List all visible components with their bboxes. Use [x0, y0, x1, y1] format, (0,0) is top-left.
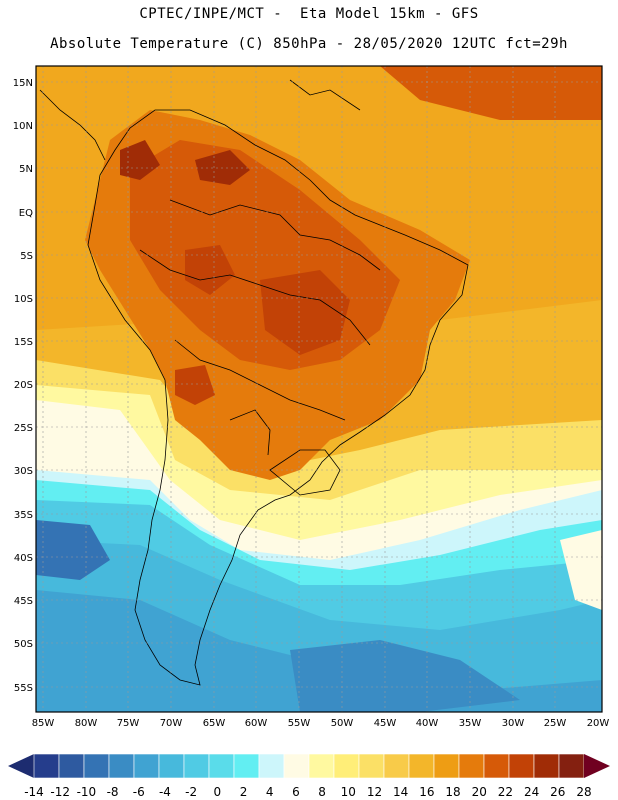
lon-label: 75W [117, 718, 140, 729]
colorbar-swatch [458, 753, 485, 779]
lat-label: 10S [14, 294, 33, 305]
latitude-labels: 15N 10N 5N EQ 5S 10S 15S 20S 25S 30S 35S… [13, 78, 33, 694]
map-title: CPTEC/INPE/MCT - Eta Model 15km - GFS [139, 6, 479, 22]
lon-label: 60W [245, 718, 268, 729]
lon-label: 70W [160, 718, 183, 729]
lat-label: 30S [14, 466, 33, 477]
lon-label: 50W [331, 718, 354, 729]
colorbar-label: -6 [133, 785, 145, 799]
colorbar-swatch [308, 753, 335, 779]
colorbar-label: 20 [472, 785, 487, 799]
colorbar-swatch [508, 753, 535, 779]
lon-label: 25W [544, 718, 567, 729]
lon-label: 35W [459, 718, 482, 729]
colorbar-high-arrow [584, 754, 610, 778]
colorbar-swatch [33, 753, 60, 779]
colorbar: -14 -12 -10 -8 -6 -4 -2 0 2 4 6 8 10 12 14 16 18 20 22 24 26… [8, 753, 610, 799]
map-subtitle: Absolute Temperature (C) 850hPa - 28/05/… [50, 36, 568, 52]
colorbar-label: 18 [445, 785, 460, 799]
lat-label: 15S [14, 337, 33, 348]
colorbar-label: -12 [50, 785, 70, 799]
lat-label: 5S [20, 251, 33, 262]
colorbar-swatch [483, 753, 510, 779]
lon-label: 55W [288, 718, 311, 729]
lon-label: 85W [32, 718, 55, 729]
colorbar-label: 28 [576, 785, 591, 799]
colorbar-swatch [533, 753, 560, 779]
colorbar-swatch [383, 753, 410, 779]
colorbar-label: -10 [77, 785, 97, 799]
colorbar-label: 0 [214, 785, 222, 799]
colorbar-label: 8 [318, 785, 326, 799]
colorbar-swatch [183, 753, 210, 779]
map-border [35, 65, 603, 713]
coastlines [39, 79, 469, 686]
temperature-field [36, 66, 602, 712]
colorbar-label: -4 [159, 785, 171, 799]
colorbar-label: 24 [524, 785, 539, 799]
colorbar-label: 22 [498, 785, 513, 799]
lat-label: 25S [14, 423, 33, 434]
lon-label: 80W [75, 718, 98, 729]
colorbar-swatch [83, 753, 110, 779]
lat-label: EQ [19, 208, 33, 219]
lon-label: 40W [416, 718, 439, 729]
colorbar-swatch [333, 753, 360, 779]
colorbar-swatch [108, 753, 135, 779]
graticule [36, 66, 602, 712]
colorbar-swatch [158, 753, 185, 779]
colorbar-low-arrow [8, 754, 34, 778]
longitude-labels: 85W 80W 75W 70W 65W 60W 55W 50W 45W 40W … [32, 718, 610, 729]
lat-label: 35S [14, 510, 33, 521]
colorbar-label: 6 [292, 785, 300, 799]
colorbar-swatch [358, 753, 385, 779]
lat-label: 10N [13, 121, 33, 132]
colorbar-label: 14 [393, 785, 408, 799]
lat-label: 50S [14, 639, 33, 650]
lat-label: 5N [19, 164, 33, 175]
colorbar-swatch [283, 753, 310, 779]
lat-label: 15N [13, 78, 33, 89]
colorbar-label: 16 [419, 785, 434, 799]
colorbar-label: 4 [266, 785, 274, 799]
lat-label: 40S [14, 553, 33, 564]
lon-label: 65W [203, 718, 226, 729]
colorbar-swatch [558, 753, 585, 779]
colorbar-swatch [233, 753, 260, 779]
lat-label: 45S [14, 596, 33, 607]
colorbar-swatch [433, 753, 460, 779]
colorbar-label: 10 [341, 785, 356, 799]
lon-label: 20W [587, 718, 610, 729]
colorbar-swatch [258, 753, 285, 779]
colorbar-label: 2 [240, 785, 248, 799]
lon-label: 45W [374, 718, 397, 729]
colorbar-label: 12 [367, 785, 382, 799]
lat-label: 20S [14, 380, 33, 391]
lon-label: 30W [502, 718, 525, 729]
colorbar-label: -2 [185, 785, 197, 799]
colorbar-swatch [208, 753, 235, 779]
lat-label: 55S [14, 683, 33, 694]
colorbar-label: -8 [107, 785, 119, 799]
colorbar-swatch [408, 753, 435, 779]
colorbar-swatch [58, 753, 85, 779]
colorbar-swatch [133, 753, 160, 779]
colorbar-label: -14 [24, 785, 44, 799]
colorbar-label: 26 [550, 785, 565, 799]
